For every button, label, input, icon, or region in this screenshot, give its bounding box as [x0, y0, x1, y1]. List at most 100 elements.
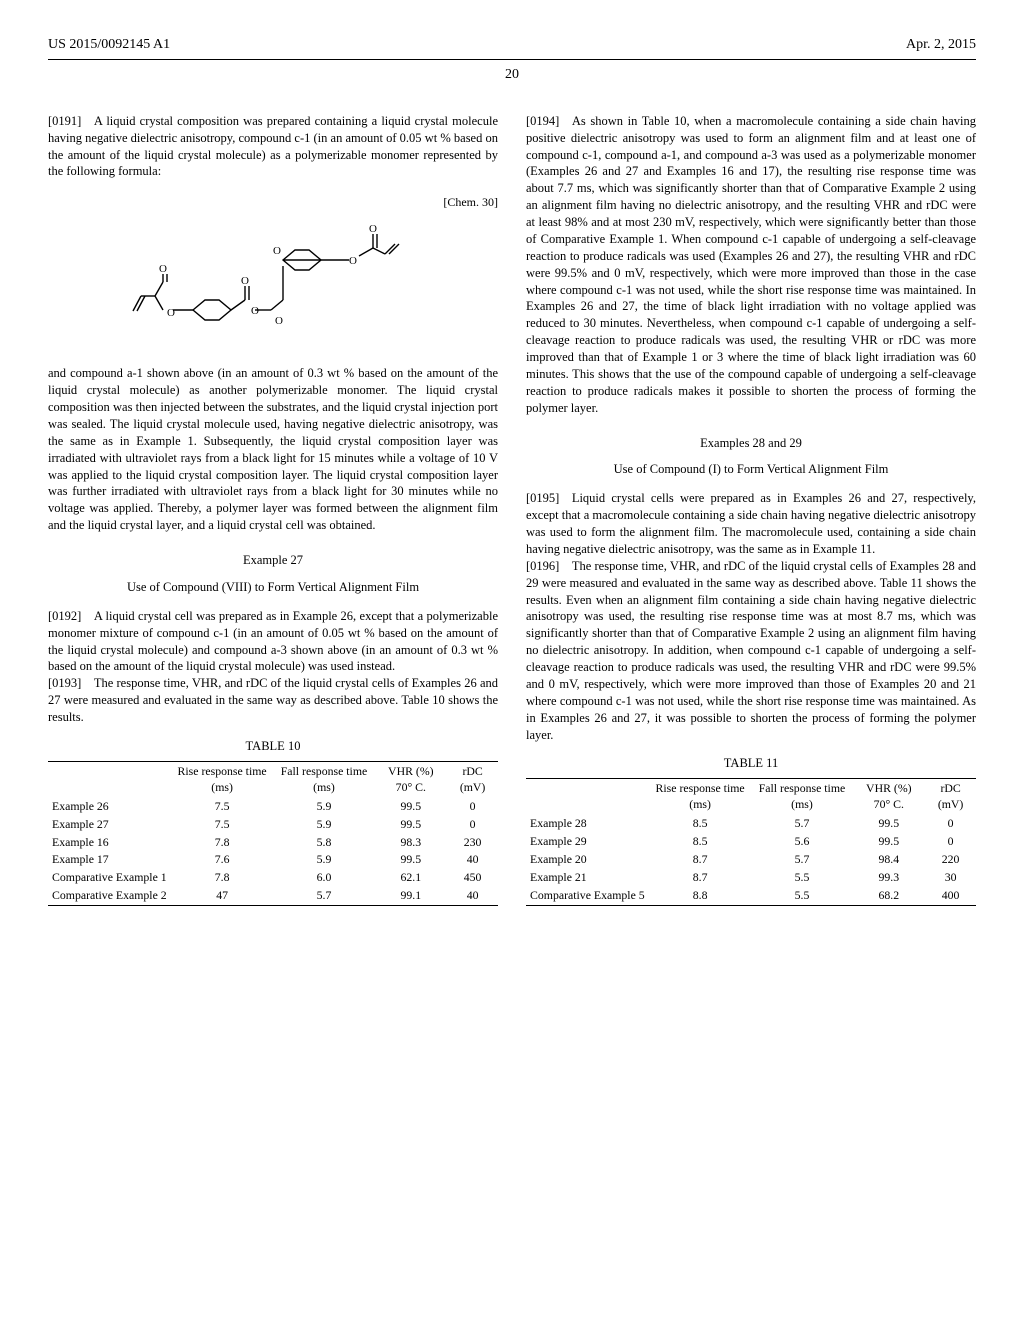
table-cell: 7.6 — [171, 851, 274, 869]
table-cell: Example 16 — [48, 834, 171, 852]
svg-text:O: O — [275, 315, 283, 327]
table-10-caption: TABLE 10 — [48, 738, 498, 755]
table-cell: 99.5 — [852, 833, 925, 851]
table-11: Rise response time (ms) Fall response ti… — [526, 778, 976, 905]
example-2829-sub: Use of Compound (I) to Form Vertical Ali… — [526, 461, 976, 478]
table-row: Example 208.75.798.4220 — [526, 851, 976, 869]
table-cell: 5.9 — [274, 816, 375, 834]
paragraph-0194: [0194] As shown in Table 10, when a macr… — [526, 113, 976, 417]
table-row: Example 288.55.799.50 — [526, 815, 976, 833]
table-cell: 5.6 — [752, 833, 853, 851]
t10-h0 — [48, 761, 171, 797]
table-cell: 5.5 — [752, 869, 853, 887]
t11-body: Example 288.55.799.50Example 298.55.699.… — [526, 815, 976, 905]
table-cell: 8.8 — [649, 887, 752, 905]
table-cell: 5.5 — [752, 887, 853, 905]
chem-label: [Chem. 30] — [48, 194, 498, 210]
svg-text:O: O — [273, 245, 281, 257]
table-row: Comparative Example 17.86.062.1450 — [48, 869, 498, 887]
chem-30-svg: O O O O O — [123, 216, 423, 346]
table-cell: Example 21 — [526, 869, 649, 887]
table-cell: 40 — [447, 851, 498, 869]
paragraph-0195: [0195] Liquid crystal cells were prepare… — [526, 490, 976, 558]
chem-structure: O O O O O — [48, 216, 498, 351]
table-row: Comparative Example 2475.799.140 — [48, 887, 498, 905]
table-cell: 99.1 — [374, 887, 447, 905]
page-number: 20 — [48, 66, 976, 85]
table-10: Rise response time (ms) Fall response ti… — [48, 761, 498, 906]
t10-h3: VHR (%) 70° C. — [374, 761, 447, 797]
table-cell: 5.7 — [274, 887, 375, 905]
page-header: US 2015/0092145 A1 Apr. 2, 2015 — [48, 36, 976, 55]
table-cell: 40 — [447, 887, 498, 905]
paragraph-0193: [0193] The response time, VHR, and rDC o… — [48, 675, 498, 726]
doc-date: Apr. 2, 2015 — [906, 36, 976, 55]
table-row: Example 218.75.599.330 — [526, 869, 976, 887]
table-cell: Example 17 — [48, 851, 171, 869]
doc-number: US 2015/0092145 A1 — [48, 36, 170, 55]
table-11-caption: TABLE 11 — [526, 755, 976, 772]
paragraph-0196: [0196] The response time, VHR, and rDC o… — [526, 558, 976, 744]
table-cell: 7.5 — [171, 816, 274, 834]
paragraph-0191b: and compound a-1 shown above (in an amou… — [48, 365, 498, 534]
table-cell: 0 — [925, 815, 976, 833]
table-cell: 99.5 — [374, 798, 447, 816]
table-cell: 98.3 — [374, 834, 447, 852]
table-cell: 8.7 — [649, 851, 752, 869]
table-cell: 450 — [447, 869, 498, 887]
table-row: Example 167.85.898.3230 — [48, 834, 498, 852]
table-cell: 230 — [447, 834, 498, 852]
t11-h2: Fall response time (ms) — [752, 779, 853, 815]
table-cell: Comparative Example 2 — [48, 887, 171, 905]
t10-h4: rDC (mV) — [447, 761, 498, 797]
table-row: Example 277.55.999.50 — [48, 816, 498, 834]
table-cell: 5.7 — [752, 851, 853, 869]
table-cell: 8.5 — [649, 833, 752, 851]
t10-h1: Rise response time (ms) — [171, 761, 274, 797]
example-27-title: Example 27 — [48, 552, 498, 569]
table-cell: 6.0 — [274, 869, 375, 887]
table-cell: 0 — [925, 833, 976, 851]
table-cell: 30 — [925, 869, 976, 887]
svg-text:O: O — [251, 305, 259, 317]
paragraph-0191a: [0191] A liquid crystal composition was … — [48, 113, 498, 181]
body-columns: [0191] A liquid crystal composition was … — [48, 113, 976, 920]
table-cell: 99.5 — [374, 816, 447, 834]
paragraph-0192: [0192] A liquid crystal cell was prepare… — [48, 608, 498, 676]
svg-text:O: O — [167, 307, 175, 319]
table-cell: Example 26 — [48, 798, 171, 816]
table-cell: 400 — [925, 887, 976, 905]
table-cell: 8.5 — [649, 815, 752, 833]
table-cell: 220 — [925, 851, 976, 869]
table-cell: 98.4 — [852, 851, 925, 869]
table-cell: Example 28 — [526, 815, 649, 833]
table-cell: 99.3 — [852, 869, 925, 887]
table-cell: 7.5 — [171, 798, 274, 816]
svg-text:O: O — [369, 223, 377, 235]
t11-h4: rDC (mV) — [925, 779, 976, 815]
t11-h1: Rise response time (ms) — [649, 779, 752, 815]
table-cell: 8.7 — [649, 869, 752, 887]
table-cell: 5.8 — [274, 834, 375, 852]
table-cell: 99.5 — [852, 815, 925, 833]
table-cell: 7.8 — [171, 834, 274, 852]
example-27-sub: Use of Compound (VIII) to Form Vertical … — [48, 579, 498, 596]
table-cell: 7.8 — [171, 869, 274, 887]
t11-h0 — [526, 779, 649, 815]
table-cell: Comparative Example 5 — [526, 887, 649, 905]
table-cell: Comparative Example 1 — [48, 869, 171, 887]
example-2829-title: Examples 28 and 29 — [526, 435, 976, 452]
table-cell: 47 — [171, 887, 274, 905]
table-cell: 0 — [447, 816, 498, 834]
table-cell: 5.9 — [274, 851, 375, 869]
t10-body: Example 267.55.999.50Example 277.55.999.… — [48, 798, 498, 906]
svg-text:O: O — [159, 263, 167, 275]
table-cell: Example 20 — [526, 851, 649, 869]
table-row: Example 298.55.699.50 — [526, 833, 976, 851]
header-rule — [48, 59, 976, 60]
table-cell: 99.5 — [374, 851, 447, 869]
table-cell: 5.7 — [752, 815, 853, 833]
table-cell: 62.1 — [374, 869, 447, 887]
table-cell: 68.2 — [852, 887, 925, 905]
table-cell: Example 27 — [48, 816, 171, 834]
